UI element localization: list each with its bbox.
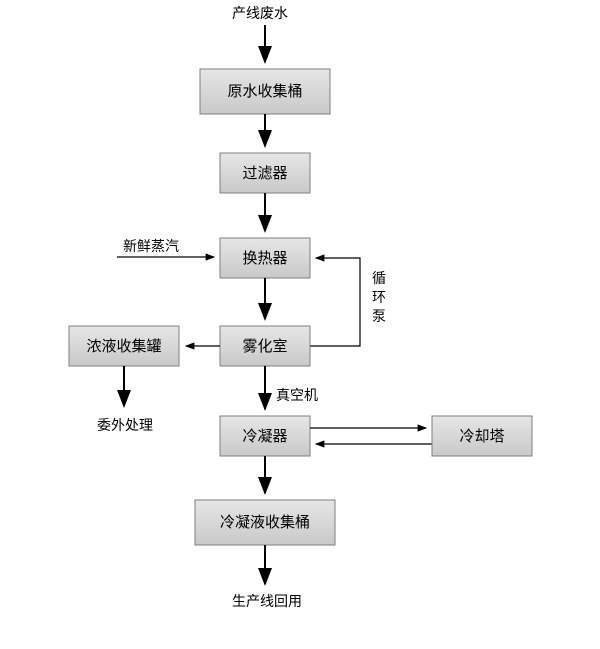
node-atomizer-label: 雾化室 <box>242 338 287 355</box>
label-pump-l1: 循 <box>372 270 386 286</box>
flowchart-diagram: 产线废水 原水收集桶 过滤器 新鲜蒸汽 换热器 循 环 泵 雾化室 浓液收集罐 … <box>0 0 600 649</box>
label-steam: 新鲜蒸汽 <box>123 238 179 254</box>
label-vacuum: 真空机 <box>276 387 318 403</box>
loop-pump <box>310 258 360 346</box>
label-outsource: 委外处理 <box>97 417 153 433</box>
node-concentrate-tank-label: 浓液收集罐 <box>86 338 161 355</box>
node-cooling-tower-label: 冷却塔 <box>459 428 504 445</box>
label-bottom: 生产线回用 <box>232 593 302 609</box>
node-raw-water-tank-label: 原水收集桶 <box>227 83 302 100</box>
node-condensate-tank-label: 冷凝液收集桶 <box>220 514 310 531</box>
label-pump-l2: 环 <box>372 289 386 305</box>
node-filter-label: 过滤器 <box>242 165 287 182</box>
node-condenser-label: 冷凝器 <box>242 428 287 445</box>
node-heat-exchanger-label: 换热器 <box>242 250 287 267</box>
label-top: 产线废水 <box>232 5 288 21</box>
label-pump-l3: 泵 <box>372 308 386 324</box>
